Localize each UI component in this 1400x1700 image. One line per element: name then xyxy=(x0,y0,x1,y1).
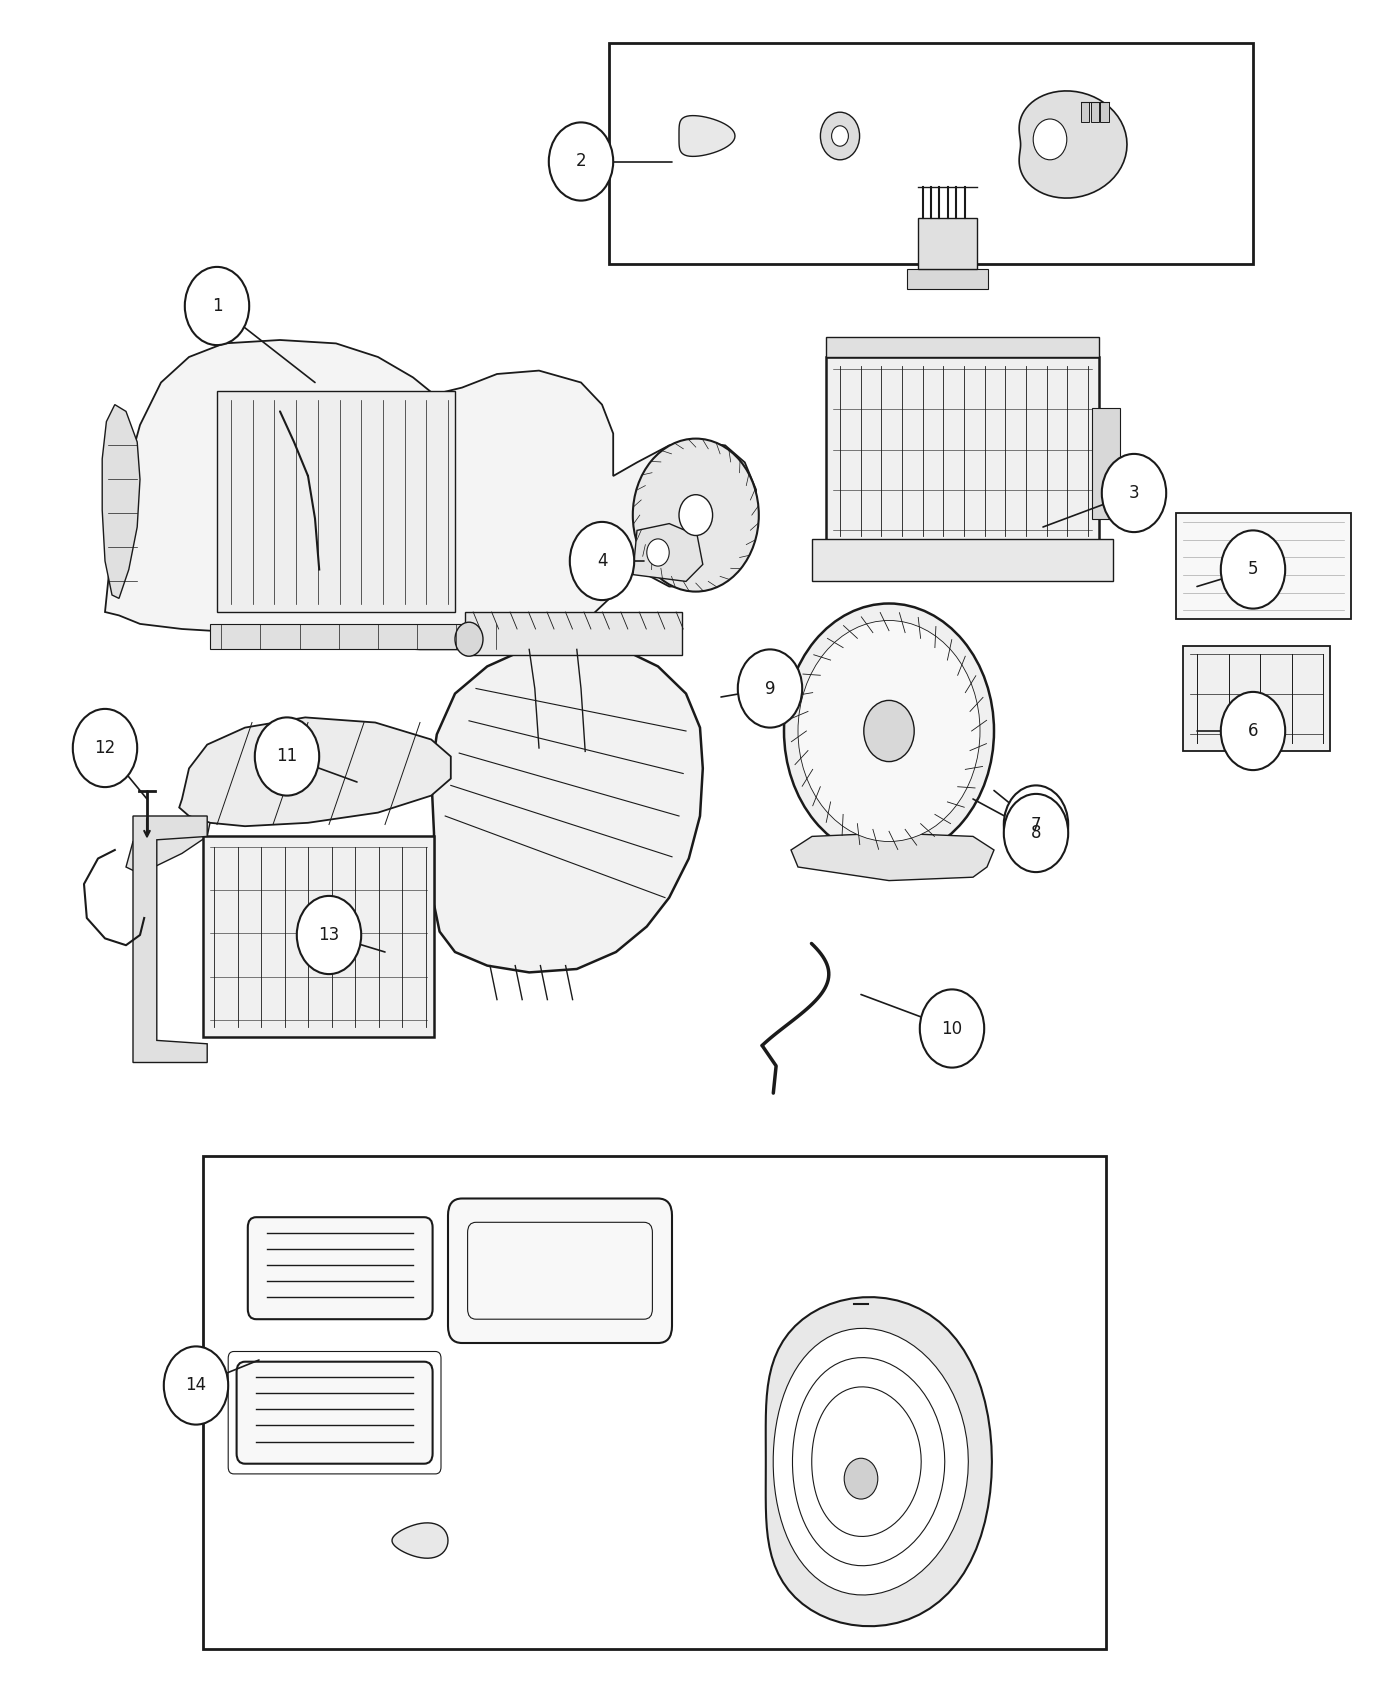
Bar xyxy=(203,836,434,1037)
Circle shape xyxy=(864,700,914,762)
Text: 13: 13 xyxy=(318,927,340,944)
Bar xyxy=(609,42,1253,264)
Polygon shape xyxy=(133,816,207,1062)
Text: 9: 9 xyxy=(764,680,776,697)
Polygon shape xyxy=(105,340,756,649)
Bar xyxy=(210,624,567,649)
Circle shape xyxy=(784,604,994,858)
Bar xyxy=(1092,408,1120,518)
Circle shape xyxy=(820,112,860,160)
Circle shape xyxy=(1004,785,1068,864)
Text: 4: 4 xyxy=(596,552,608,570)
Polygon shape xyxy=(102,405,140,598)
Polygon shape xyxy=(773,1328,969,1595)
Circle shape xyxy=(255,717,319,796)
Polygon shape xyxy=(1019,90,1127,199)
Text: 12: 12 xyxy=(94,740,116,756)
Polygon shape xyxy=(392,1523,448,1559)
Bar xyxy=(1091,102,1099,122)
FancyBboxPatch shape xyxy=(448,1198,672,1343)
Polygon shape xyxy=(791,833,994,881)
Circle shape xyxy=(920,989,984,1068)
Circle shape xyxy=(1221,530,1285,609)
Text: 10: 10 xyxy=(941,1020,963,1037)
Text: 14: 14 xyxy=(185,1377,207,1394)
Polygon shape xyxy=(126,816,210,870)
Polygon shape xyxy=(431,643,703,972)
Bar xyxy=(907,269,988,289)
Text: 11: 11 xyxy=(276,748,298,765)
Polygon shape xyxy=(679,116,735,156)
Circle shape xyxy=(1033,119,1067,160)
Bar xyxy=(217,391,455,612)
FancyBboxPatch shape xyxy=(248,1217,433,1319)
Bar xyxy=(826,337,1099,357)
FancyBboxPatch shape xyxy=(237,1362,433,1464)
Text: 2: 2 xyxy=(575,153,587,170)
Bar xyxy=(812,539,1113,581)
Circle shape xyxy=(832,126,848,146)
Text: 3: 3 xyxy=(1128,484,1140,501)
Bar xyxy=(1183,646,1330,751)
Circle shape xyxy=(185,267,249,345)
Polygon shape xyxy=(792,1358,945,1566)
Circle shape xyxy=(570,522,634,600)
Text: 5: 5 xyxy=(1247,561,1259,578)
Bar xyxy=(203,1156,1106,1649)
Circle shape xyxy=(549,122,613,201)
Circle shape xyxy=(679,495,713,536)
Bar xyxy=(465,612,682,654)
Text: 7: 7 xyxy=(1030,816,1042,833)
Circle shape xyxy=(455,622,483,656)
Text: 8: 8 xyxy=(1030,824,1042,842)
Circle shape xyxy=(164,1346,228,1425)
FancyBboxPatch shape xyxy=(1176,513,1351,619)
Text: 6: 6 xyxy=(1247,722,1259,740)
Text: 1: 1 xyxy=(211,298,223,314)
Bar xyxy=(826,357,1099,544)
Circle shape xyxy=(647,539,669,566)
Circle shape xyxy=(798,620,980,842)
Polygon shape xyxy=(766,1297,991,1627)
Bar xyxy=(1081,102,1089,122)
Bar xyxy=(1100,102,1109,122)
Bar xyxy=(918,218,977,269)
Circle shape xyxy=(844,1459,878,1499)
Circle shape xyxy=(633,439,759,592)
Circle shape xyxy=(73,709,137,787)
Circle shape xyxy=(1004,794,1068,872)
Polygon shape xyxy=(633,524,703,581)
Polygon shape xyxy=(179,717,451,826)
Circle shape xyxy=(738,649,802,728)
Circle shape xyxy=(1102,454,1166,532)
Circle shape xyxy=(297,896,361,974)
Polygon shape xyxy=(812,1387,921,1537)
Circle shape xyxy=(1221,692,1285,770)
